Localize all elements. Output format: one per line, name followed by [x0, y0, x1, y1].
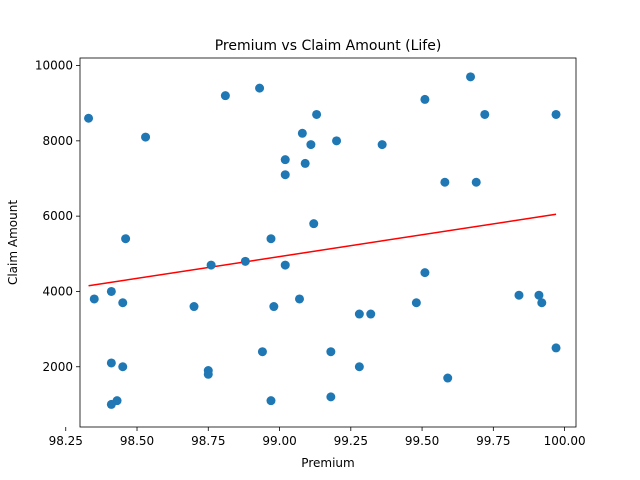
data-point [326, 392, 336, 402]
data-point [84, 113, 94, 123]
y-tick-label: 2000 [42, 360, 73, 374]
x-tick-label: 98.25 [49, 434, 83, 448]
data-point [112, 396, 122, 406]
data-point [297, 128, 307, 138]
data-point [440, 177, 450, 187]
data-point [266, 234, 276, 244]
data-point [118, 298, 128, 308]
data-point [141, 132, 151, 142]
y-tick-label: 8000 [42, 134, 73, 148]
data-point [466, 72, 476, 82]
y-tick-label: 4000 [42, 284, 73, 298]
data-point [220, 91, 230, 101]
data-point [534, 290, 544, 300]
y-tick-label: 10000 [35, 59, 73, 73]
data-point [118, 362, 128, 372]
x-tick-label: 99.75 [476, 434, 510, 448]
data-point [106, 358, 116, 368]
data-point [306, 140, 316, 150]
x-tick-label: 100.00 [544, 434, 586, 448]
data-point [309, 219, 319, 229]
data-point [280, 155, 290, 165]
data-point [551, 343, 561, 353]
data-point [203, 369, 213, 379]
data-point [257, 347, 267, 357]
data-point [443, 373, 453, 383]
data-point [377, 140, 387, 150]
data-point [354, 309, 364, 319]
data-point [255, 83, 265, 93]
data-point [366, 309, 376, 319]
plot-frame [79, 57, 577, 428]
data-point [332, 136, 342, 146]
data-point [206, 260, 216, 270]
data-point [354, 362, 364, 372]
data-point [121, 234, 131, 244]
data-point [280, 170, 290, 180]
data-point [294, 294, 304, 304]
data-point [420, 268, 430, 278]
data-point [480, 109, 490, 119]
x-tick-label: 98.75 [191, 434, 225, 448]
y-axis-label: Claim Amount [6, 200, 20, 285]
data-point [189, 302, 199, 312]
data-point [326, 347, 336, 357]
data-point [89, 294, 99, 304]
chart-title: Premium vs Claim Amount (Life) [215, 38, 442, 54]
data-point [420, 94, 430, 104]
x-axis-label: Premium [301, 456, 354, 470]
data-point [537, 298, 547, 308]
data-point [266, 396, 276, 406]
x-axis: 98.25 98.50 98.75 99.00 99.25 99.50 99.75 100.0… [49, 427, 586, 448]
data-point [551, 109, 561, 119]
y-axis: 2000 4000 6000 8000 10000 [35, 59, 80, 374]
data-point [300, 158, 310, 168]
data-point [312, 109, 322, 119]
x-tick-label: 99.25 [334, 434, 368, 448]
data-point [269, 302, 279, 312]
data-point [106, 286, 116, 296]
points-layer [84, 72, 561, 409]
data-point [280, 260, 290, 270]
x-tick-label: 98.50 [120, 434, 154, 448]
regression-line [88, 213, 557, 287]
fit-line-layer [88, 213, 557, 287]
data-point [240, 256, 250, 266]
data-point [411, 298, 421, 308]
y-tick-label: 6000 [42, 209, 73, 223]
data-point [514, 290, 524, 300]
x-tick-label: 99.00 [262, 434, 296, 448]
x-tick-label: 99.50 [405, 434, 439, 448]
data-point [471, 177, 481, 187]
